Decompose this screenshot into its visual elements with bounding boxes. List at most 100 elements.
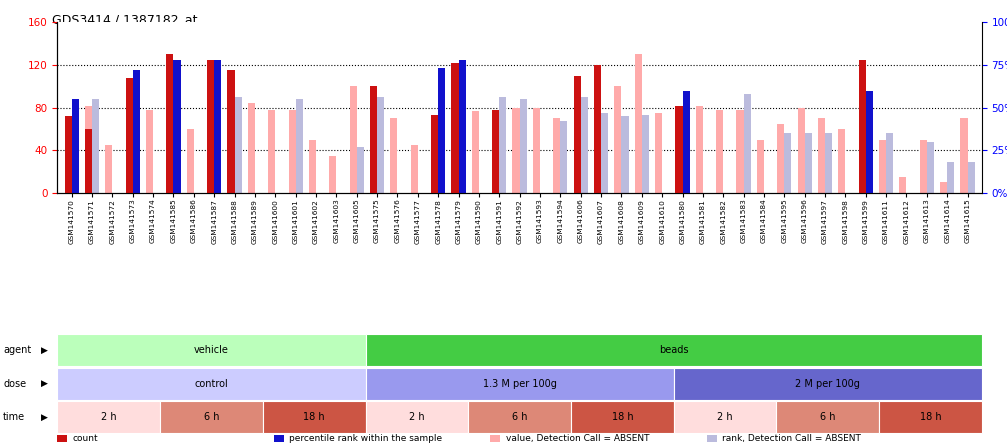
Bar bbox=[451, 63, 458, 193]
Bar bbox=[825, 133, 832, 193]
Bar bbox=[296, 99, 303, 193]
Bar bbox=[160, 401, 263, 433]
Text: agent: agent bbox=[3, 345, 31, 355]
Bar bbox=[458, 60, 465, 193]
Bar bbox=[948, 163, 955, 193]
Text: ▶: ▶ bbox=[41, 379, 47, 388]
Bar bbox=[186, 129, 193, 193]
Bar bbox=[146, 110, 153, 193]
Text: 2 h: 2 h bbox=[717, 412, 733, 422]
Bar bbox=[736, 110, 743, 193]
Bar bbox=[777, 124, 784, 193]
Bar bbox=[634, 54, 641, 193]
Bar bbox=[214, 60, 222, 193]
Bar bbox=[533, 108, 540, 193]
Text: 6 h: 6 h bbox=[820, 412, 836, 422]
Text: 2 M per 100g: 2 M per 100g bbox=[796, 379, 860, 388]
Text: count: count bbox=[73, 434, 98, 443]
Bar bbox=[594, 65, 601, 193]
Bar bbox=[391, 119, 398, 193]
Bar bbox=[349, 86, 356, 193]
Text: value, Detection Call = ABSENT: value, Detection Call = ABSENT bbox=[506, 434, 650, 443]
Bar bbox=[411, 145, 418, 193]
Bar bbox=[879, 140, 886, 193]
Bar bbox=[468, 401, 571, 433]
Text: time: time bbox=[3, 412, 25, 422]
Bar bbox=[166, 54, 173, 193]
Bar bbox=[64, 116, 71, 193]
Bar bbox=[757, 140, 764, 193]
Text: 18 h: 18 h bbox=[919, 412, 942, 422]
Bar bbox=[228, 70, 235, 193]
Text: beads: beads bbox=[659, 345, 689, 355]
Bar bbox=[560, 121, 568, 193]
Bar bbox=[838, 129, 846, 193]
Bar bbox=[438, 68, 445, 193]
Bar bbox=[57, 435, 67, 442]
Bar bbox=[601, 113, 608, 193]
Bar bbox=[126, 110, 133, 193]
Text: vehicle: vehicle bbox=[194, 345, 229, 355]
Bar bbox=[716, 110, 723, 193]
Bar bbox=[235, 97, 242, 193]
Bar bbox=[571, 401, 674, 433]
Bar bbox=[57, 401, 160, 433]
Text: 6 h: 6 h bbox=[203, 412, 220, 422]
Bar bbox=[366, 368, 674, 400]
Bar bbox=[106, 145, 113, 193]
Bar bbox=[674, 401, 776, 433]
Bar bbox=[784, 133, 792, 193]
Text: 2 h: 2 h bbox=[101, 412, 117, 422]
Bar bbox=[798, 108, 805, 193]
Text: control: control bbox=[194, 379, 229, 388]
Bar bbox=[621, 116, 628, 193]
Bar bbox=[490, 435, 500, 442]
Bar bbox=[85, 129, 92, 193]
Bar bbox=[968, 163, 975, 193]
Bar bbox=[263, 401, 366, 433]
Bar bbox=[574, 75, 581, 193]
Text: ▶: ▶ bbox=[41, 412, 47, 421]
Bar bbox=[776, 401, 879, 433]
Bar bbox=[173, 60, 180, 193]
Bar bbox=[57, 368, 366, 400]
Text: percentile rank within the sample: percentile rank within the sample bbox=[289, 434, 442, 443]
Bar bbox=[641, 115, 649, 193]
Text: rank, Detection Call = ABSENT: rank, Detection Call = ABSENT bbox=[722, 434, 861, 443]
Text: 18 h: 18 h bbox=[303, 412, 325, 422]
Text: 2 h: 2 h bbox=[409, 412, 425, 422]
Bar bbox=[805, 133, 812, 193]
Bar bbox=[707, 435, 717, 442]
Bar bbox=[71, 99, 79, 193]
Bar bbox=[886, 133, 893, 193]
Bar bbox=[329, 156, 336, 193]
Bar bbox=[614, 86, 621, 193]
Bar bbox=[961, 119, 968, 193]
Bar bbox=[133, 70, 140, 193]
Bar bbox=[941, 182, 948, 193]
Bar bbox=[513, 108, 520, 193]
Bar bbox=[676, 106, 683, 193]
Bar bbox=[370, 86, 377, 193]
Bar bbox=[499, 97, 507, 193]
Bar bbox=[492, 110, 499, 193]
Bar bbox=[268, 110, 275, 193]
Bar bbox=[926, 142, 933, 193]
Bar bbox=[683, 91, 690, 193]
Bar bbox=[377, 97, 385, 193]
Bar bbox=[57, 334, 366, 366]
Bar bbox=[866, 108, 873, 193]
Text: ▶: ▶ bbox=[41, 346, 47, 355]
Bar bbox=[866, 91, 873, 193]
Text: GDS3414 / 1387182_at: GDS3414 / 1387182_at bbox=[52, 13, 197, 26]
Bar bbox=[919, 140, 926, 193]
Bar bbox=[366, 401, 468, 433]
Text: 18 h: 18 h bbox=[611, 412, 633, 422]
Bar bbox=[581, 97, 588, 193]
Bar bbox=[859, 59, 866, 193]
Bar bbox=[288, 110, 296, 193]
Bar bbox=[743, 94, 751, 193]
Bar bbox=[553, 119, 560, 193]
Bar bbox=[655, 113, 663, 193]
Bar bbox=[207, 59, 214, 193]
